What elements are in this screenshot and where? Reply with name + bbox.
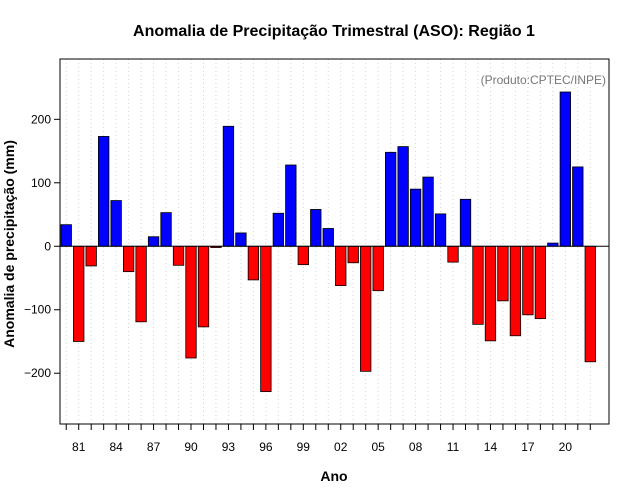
x-tick-label: 93 — [222, 440, 236, 454]
bar-2000 — [310, 209, 322, 247]
bar-2012 — [459, 198, 472, 247]
bar-2005 — [372, 245, 384, 292]
bar-1980 — [60, 224, 72, 247]
x-tick-label: 87 — [147, 440, 161, 454]
bar-2022 — [584, 245, 596, 363]
bar-2008 — [409, 188, 422, 247]
x-tick-label: 17 — [521, 440, 535, 454]
bar-2014 — [484, 245, 497, 342]
chart-title: Anomalia de Precipitação Trimestral (ASO… — [133, 23, 535, 40]
x-tick-label: 20 — [559, 440, 573, 454]
bar-2013 — [472, 245, 484, 325]
bar-2011 — [447, 245, 459, 263]
y-axis: −200 −100 0 100 200 — [24, 112, 60, 380]
bar-2018 — [534, 245, 547, 320]
bar-1987 — [147, 236, 160, 247]
bar-1988 — [160, 212, 172, 247]
bar-1982 — [85, 245, 97, 267]
bar-1996 — [260, 245, 272, 393]
bar-1985 — [122, 245, 135, 273]
y-tick-label: 100 — [31, 176, 51, 190]
bar-1986 — [135, 245, 147, 323]
x-tick-label: 14 — [484, 440, 498, 454]
x-axis: 81 84 87 90 93 96 99 02 05 08 11 14 17 20 — [65, 424, 591, 454]
bar-1983 — [98, 136, 110, 247]
x-tick-label: 99 — [297, 440, 311, 454]
bar-2009 — [422, 176, 434, 247]
x-tick-label: 08 — [409, 440, 423, 454]
bar-1997 — [272, 212, 284, 247]
bar-2004 — [360, 245, 372, 372]
bar-2003 — [347, 245, 359, 264]
bar-2010 — [434, 213, 447, 247]
bar-1999 — [297, 245, 309, 266]
bar-2015 — [497, 245, 509, 302]
bar-1990 — [185, 245, 197, 359]
bar-2002 — [335, 245, 347, 287]
y-tick-label: 0 — [44, 239, 51, 253]
x-tick-label: 84 — [109, 440, 123, 454]
bar-1991 — [197, 245, 210, 328]
bar-2017 — [522, 245, 534, 316]
y-tick-label: −100 — [24, 303, 51, 317]
bars-group — [60, 91, 596, 393]
x-tick-label: 05 — [371, 440, 385, 454]
y-tick-label: 200 — [31, 112, 51, 126]
x-tick-label: 02 — [334, 440, 348, 454]
x-tick-label: 11 — [447, 440, 460, 454]
x-tick-label: 96 — [259, 440, 273, 454]
bar-2006 — [385, 151, 397, 247]
plot-frame — [59, 58, 610, 425]
bar-2001 — [322, 228, 334, 247]
bar-1993 — [222, 125, 235, 247]
source-label: (Produto:CPTEC/INPE) — [481, 73, 606, 87]
bar-1994 — [235, 232, 247, 247]
y-tick-label: −200 — [24, 366, 51, 380]
bar-2007 — [397, 146, 409, 247]
bar-2021 — [572, 166, 584, 247]
bar-1995 — [247, 245, 260, 281]
x-axis-title: Ano — [320, 468, 347, 484]
x-tick-label: 81 — [72, 440, 86, 454]
y-axis-title: Anomalia de precipitação (mm) — [1, 140, 17, 348]
bar-1998 — [285, 164, 297, 247]
bar-2016 — [509, 245, 522, 337]
bar-1981 — [73, 245, 85, 342]
x-tick-label: 90 — [184, 440, 198, 454]
bar-1984 — [110, 200, 122, 247]
bar-1989 — [172, 245, 185, 266]
bar-2020 — [559, 91, 571, 247]
